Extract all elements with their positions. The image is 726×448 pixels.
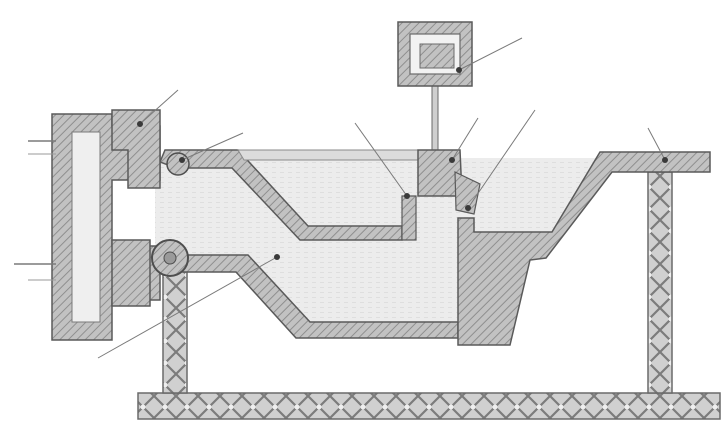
callout-dot — [404, 193, 410, 199]
callout-dots — [137, 67, 668, 260]
callout-dot — [137, 121, 143, 127]
left-support-leg — [162, 261, 188, 394]
callout-dot — [449, 157, 455, 163]
lower-flange-block — [111, 239, 151, 307]
base-platform — [137, 392, 721, 420]
actuator-core — [419, 43, 455, 69]
upper-wall-top — [237, 149, 421, 161]
callout-dot — [456, 67, 462, 73]
left-end-cap-inner — [71, 131, 101, 323]
right-hull — [457, 151, 711, 346]
callout-dot — [465, 205, 471, 211]
callout-dot — [179, 157, 185, 163]
callout-dot — [274, 254, 280, 260]
right-support-leg — [647, 171, 673, 394]
valve-stem — [431, 81, 439, 153]
upper-seal — [166, 152, 190, 176]
callout-dot — [662, 157, 668, 163]
callouts — [97, 37, 666, 359]
center-block — [401, 195, 417, 241]
upper-flange-block — [111, 109, 161, 189]
lower-roller-hub — [163, 251, 177, 265]
valve-disc — [454, 171, 481, 215]
